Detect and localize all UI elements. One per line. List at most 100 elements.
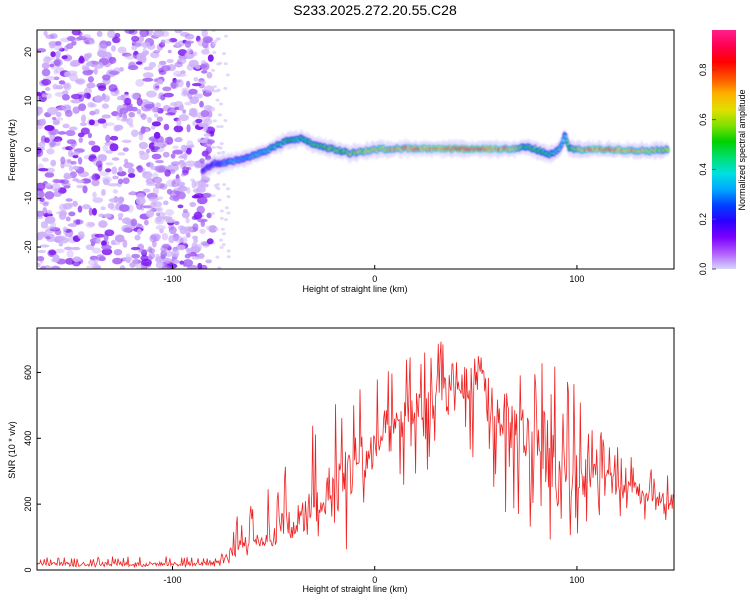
noise-speckle (223, 119, 228, 123)
noise-speckle (49, 33, 58, 40)
noise-speckle (152, 176, 163, 184)
noise-speckle (216, 183, 221, 187)
noise-speckle (64, 45, 69, 52)
noise-speckle (161, 265, 171, 269)
noise-speckle (121, 139, 132, 143)
noise-speckle (139, 152, 150, 161)
noise-speckle (48, 249, 57, 256)
noise-speckle (157, 142, 163, 148)
noise-speckle (185, 247, 191, 253)
noise-speckle (171, 249, 180, 258)
noise-speckle (37, 124, 44, 130)
noise-speckle (76, 184, 84, 189)
noise-speckle (118, 166, 123, 173)
noise-speckle (148, 197, 160, 202)
noise-speckle (91, 61, 100, 65)
noise-speckle (169, 81, 179, 89)
noise-speckle (37, 231, 48, 238)
noise-speckle (160, 250, 167, 258)
noise-speckle (51, 116, 57, 121)
noise-speckle (87, 132, 93, 139)
noise-speckle (162, 104, 171, 112)
noise-speckle (108, 84, 118, 92)
noise-speckle (82, 34, 91, 39)
noise-speckle (185, 217, 190, 224)
noise-speckle (153, 113, 159, 118)
noise-speckle (70, 140, 77, 147)
noise-speckle (72, 106, 80, 114)
noise-speckle (77, 231, 85, 240)
noise-speckle (214, 227, 219, 231)
noise-speckle (37, 107, 44, 115)
noise-speckle (188, 112, 195, 116)
noise-speckle (194, 93, 204, 99)
noise-speckle (192, 235, 199, 240)
noise-speckle (221, 243, 226, 247)
noise-speckle (72, 165, 80, 171)
noise-speckle (170, 161, 181, 166)
noise-speckle (140, 126, 146, 135)
noise-speckle (54, 92, 66, 97)
noise-speckle (168, 226, 177, 235)
noise-speckle (186, 80, 191, 88)
noise-speckle (44, 87, 51, 92)
noise-speckle (206, 212, 212, 219)
noise-speckle (218, 238, 223, 242)
noise-speckle (82, 185, 88, 194)
noise-speckle (70, 160, 77, 165)
noise-speckle (51, 183, 61, 192)
noise-speckle (221, 150, 226, 154)
noise-speckle (117, 178, 124, 185)
noise-speckle (131, 35, 140, 42)
noise-speckle (207, 54, 214, 62)
noise-speckle (105, 41, 112, 47)
noise-speckle (219, 125, 224, 129)
y-tick-label: -10 (23, 192, 33, 205)
noise-speckle (151, 121, 162, 127)
noise-speckle (222, 183, 227, 187)
noise-speckle (97, 118, 107, 124)
noise-speckle (55, 117, 64, 121)
noise-speckle (181, 236, 188, 245)
noise-speckle (150, 51, 160, 59)
noise-speckle (204, 37, 212, 44)
noise-speckle (192, 223, 199, 232)
noise-speckle (88, 207, 93, 216)
noise-speckle (201, 70, 208, 74)
noise-speckle (137, 164, 144, 173)
noise-speckle (140, 102, 146, 111)
x-tick-label: -100 (163, 575, 181, 585)
noise-speckle (213, 40, 218, 44)
noise-speckle (44, 124, 55, 131)
noise-speckle (44, 92, 52, 100)
x-tick-label: 0 (372, 575, 377, 585)
noise-speckle (124, 97, 132, 106)
noise-speckle (184, 33, 195, 40)
noise-speckle (39, 141, 46, 149)
noise-speckle (163, 123, 170, 131)
noise-speckle (122, 256, 133, 262)
noise-speckle (101, 248, 113, 256)
noise-speckle (223, 34, 228, 38)
noise-speckle (82, 204, 91, 210)
noise-speckle (201, 150, 209, 157)
noise-speckle (157, 78, 164, 85)
noise-speckle (104, 229, 115, 237)
y-tick-label: -20 (23, 241, 33, 254)
noise-speckle (155, 216, 163, 223)
noise-speckle (195, 118, 203, 124)
noise-speckle (173, 220, 180, 226)
noise-speckle (173, 125, 184, 133)
noise-speckle (119, 107, 129, 115)
noise-speckle (225, 73, 230, 77)
noise-speckle (44, 191, 55, 200)
noise-speckle (183, 226, 193, 234)
noise-speckle (219, 216, 224, 220)
noise-speckle (111, 157, 120, 161)
noise-speckle (203, 85, 215, 93)
noise-speckle (220, 227, 225, 231)
noise-speckle (65, 216, 71, 222)
noise-speckle (117, 152, 126, 156)
noise-speckle (59, 210, 68, 217)
noise-speckle (57, 131, 67, 135)
